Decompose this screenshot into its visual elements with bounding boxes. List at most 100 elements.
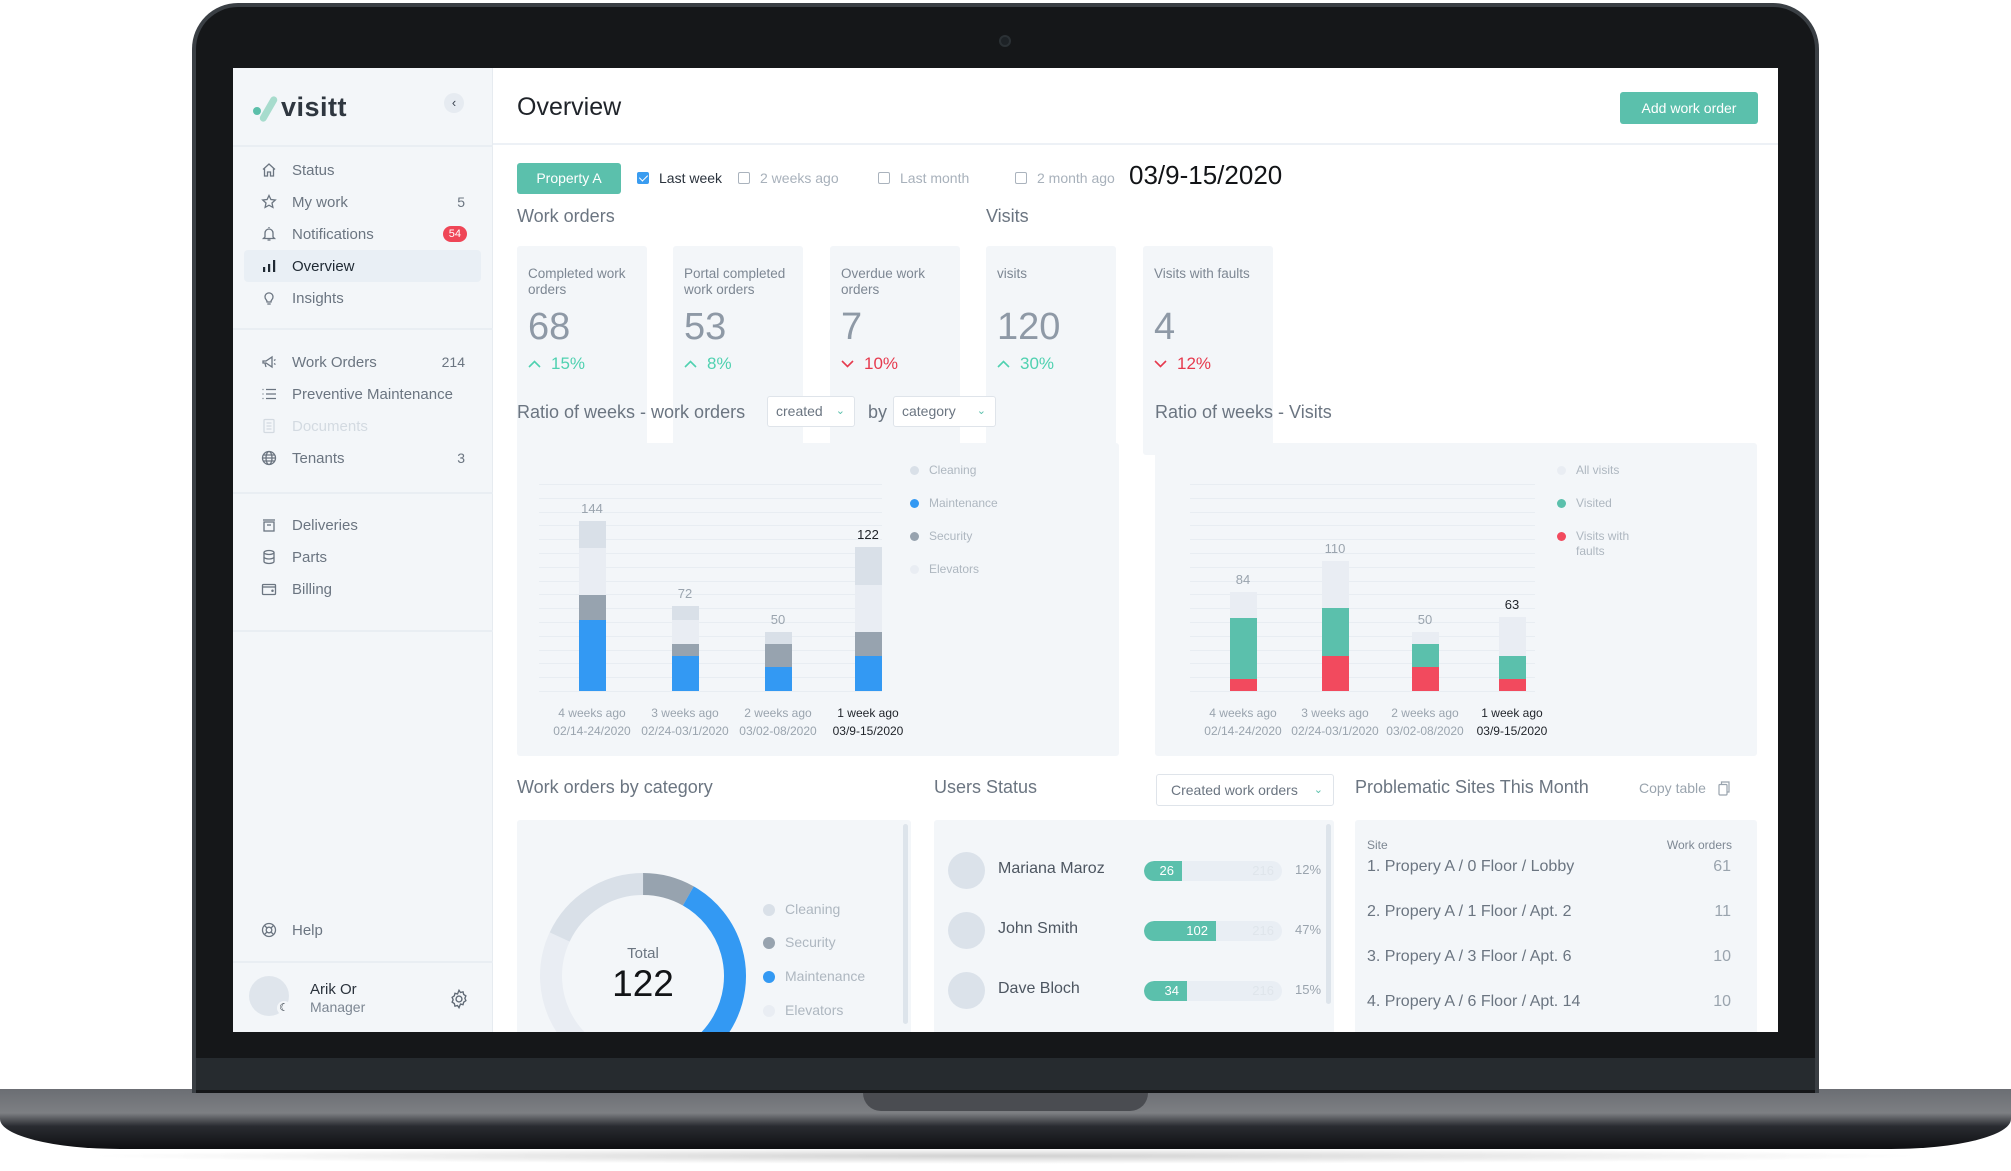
user-row[interactable]: Mariana Maroz 216 26 12% [948, 850, 1328, 890]
period-2-month-ago[interactable]: 2 month ago [1015, 170, 1115, 186]
bar-segment-visited [1321, 608, 1349, 656]
legend-security[interactable]: Security [910, 529, 1000, 544]
sidebar-item-deliveries[interactable]: Deliveries [244, 509, 481, 541]
site-count: 10 [1713, 948, 1731, 965]
bar-total-label: 122 [857, 527, 879, 543]
metric-select[interactable]: created ⌄ [767, 396, 855, 427]
legend-all-visits[interactable]: All visits [1557, 463, 1647, 478]
avatar [948, 912, 985, 949]
legend-visited[interactable]: Visited [1557, 496, 1647, 511]
sidebar-item-status[interactable]: Status [244, 154, 481, 186]
sidebar-item-label: Tenants [292, 449, 345, 467]
kpi-card-completed[interactable]: Completed work orders 68 15% [517, 246, 647, 455]
user-row[interactable]: Dave Bloch 216 34 15% [948, 970, 1328, 1010]
bar-3[interactable] [854, 547, 882, 691]
bar-total-label: 50 [770, 612, 786, 627]
scrollbar[interactable] [1326, 824, 1331, 1004]
kpi-label: Overdue work orders [841, 266, 926, 297]
kpi-label: visits [997, 266, 1027, 281]
period-last-week[interactable]: Last week [637, 170, 722, 186]
copy-table-button[interactable]: Copy table [1639, 780, 1730, 796]
bar-0[interactable] [1229, 591, 1257, 691]
sidebar-item-work-orders[interactable]: Work Orders 214 [244, 346, 481, 378]
logo[interactable]: visitt [253, 90, 347, 124]
progress-max: 216 [1252, 863, 1274, 878]
group-by-select[interactable]: category ⌄ [893, 396, 996, 427]
user-percent: 47% [1295, 922, 1322, 937]
bar-2[interactable] [764, 632, 792, 691]
sidebar-item-notifications[interactable]: Notifications 54 [244, 218, 481, 250]
sidebar-item-my-work[interactable]: My work 5 [244, 186, 481, 218]
table-row[interactable]: 1. Propery A / 0 Floor / Lobby 61 [1367, 858, 1731, 882]
gridline [539, 650, 882, 651]
donut-total: 122 [612, 963, 674, 1004]
bar-2[interactable] [1411, 632, 1439, 691]
user-row[interactable]: John Smith 216 102 47% [948, 910, 1328, 950]
gridline [539, 484, 882, 485]
sidebar-item-parts[interactable]: Parts [244, 541, 481, 573]
add-work-order-button[interactable]: Add work order [1620, 92, 1758, 124]
arrow-up-icon [528, 360, 541, 368]
donut-segment-maintenance[interactable] [535, 868, 751, 1032]
x-axis-label: 2 weeks ago 03/02-08/2020 [1386, 706, 1464, 738]
megaphone-icon [260, 353, 278, 371]
scrollbar[interactable] [903, 824, 908, 1024]
bar-total-label: 50 [1417, 612, 1433, 627]
gear-icon[interactable] [448, 988, 470, 1010]
sidebar-item-documents[interactable]: Documents [244, 410, 481, 442]
bar-3[interactable] [1498, 616, 1526, 691]
kpi-card-visits[interactable]: visits 120 30% [986, 246, 1116, 455]
sidebar-item-preventive-maintenance[interactable]: Preventive Maintenance [244, 378, 481, 410]
period-last-month[interactable]: Last month [878, 170, 969, 186]
sidebar-item-help[interactable]: Help [244, 914, 481, 946]
kpi-label: Portal completed work orders [684, 266, 786, 297]
site-name: 4. Propery A / 6 Floor / Apt. 14 [1367, 993, 1581, 1010]
chevron-down-icon: ⌄ [835, 405, 845, 417]
legend-visits-with-faults[interactable]: Visits with faults [1557, 529, 1647, 559]
camera-icon [999, 35, 1011, 47]
site-count: 61 [1713, 858, 1731, 875]
legend-maintenance[interactable]: Maintenance [910, 496, 1000, 511]
legend-elevators[interactable]: Elevators [910, 562, 1000, 577]
bar-total-label: 63 [1504, 596, 1520, 612]
bar-0[interactable] [578, 521, 606, 691]
category-donut-panel: Total 122 Cleaning Security Maintenance … [517, 820, 911, 1032]
lifebuoy-icon [260, 921, 278, 939]
bar-total-label: 110 [1324, 541, 1346, 557]
bar-1[interactable] [1321, 561, 1349, 691]
property-selector-button[interactable]: Property A [517, 163, 621, 194]
checkbox[interactable] [738, 172, 750, 184]
sidebar-item-overview[interactable]: Overview [244, 250, 481, 282]
globe-icon [260, 449, 278, 467]
user-role: Manager [310, 999, 366, 1015]
sidebar-divider [233, 961, 493, 963]
checkbox-checked[interactable] [637, 172, 649, 184]
period-2-weeks-ago[interactable]: 2 weeks ago [738, 170, 839, 186]
user-name: John Smith [998, 920, 1079, 937]
table-row[interactable]: 3. Propery A / 3 Floor / Apt. 6 10 [1367, 948, 1731, 972]
legend-cleaning[interactable]: Cleaning [910, 463, 1000, 478]
kpi-card-visits-with-faults[interactable]: Visits with faults 4 12% [1143, 246, 1273, 455]
sidebar-item-insights[interactable]: Insights [244, 282, 481, 314]
sidebar-item-label: Status [292, 161, 335, 179]
bar-segment-cleaning [578, 521, 606, 549]
collapse-sidebar-button[interactable]: ‹ [444, 93, 464, 113]
arrow-down-icon [1154, 360, 1167, 368]
table-row[interactable]: 2. Propery A / 1 Floor / Apt. 2 11 [1367, 903, 1731, 927]
checkbox[interactable] [1015, 172, 1027, 184]
user-profile[interactable]: ☾ Arik Or Manager [233, 963, 493, 1032]
gridline [1190, 594, 1535, 595]
checkbox[interactable] [878, 172, 890, 184]
sidebar-item-billing[interactable]: Billing [244, 573, 481, 605]
donut-segment-elevators[interactable] [540, 873, 746, 1032]
donut-segment-cleaning[interactable] [535, 868, 751, 1032]
table-row[interactable]: 4. Propery A / 6 Floor / Apt. 14 10 [1367, 993, 1731, 1017]
bar-1[interactable] [671, 606, 699, 691]
gridline [539, 636, 882, 637]
kpi-label: Completed work orders [528, 266, 626, 297]
sidebar-item-tenants[interactable]: Tenants 3 [244, 442, 481, 474]
logo-mark-icon [253, 93, 279, 123]
user-percent: 15% [1295, 982, 1322, 997]
users-metric-select[interactable]: Created work orders ⌄ [1156, 774, 1334, 806]
legend-elevators: Elevators [763, 1003, 843, 1018]
